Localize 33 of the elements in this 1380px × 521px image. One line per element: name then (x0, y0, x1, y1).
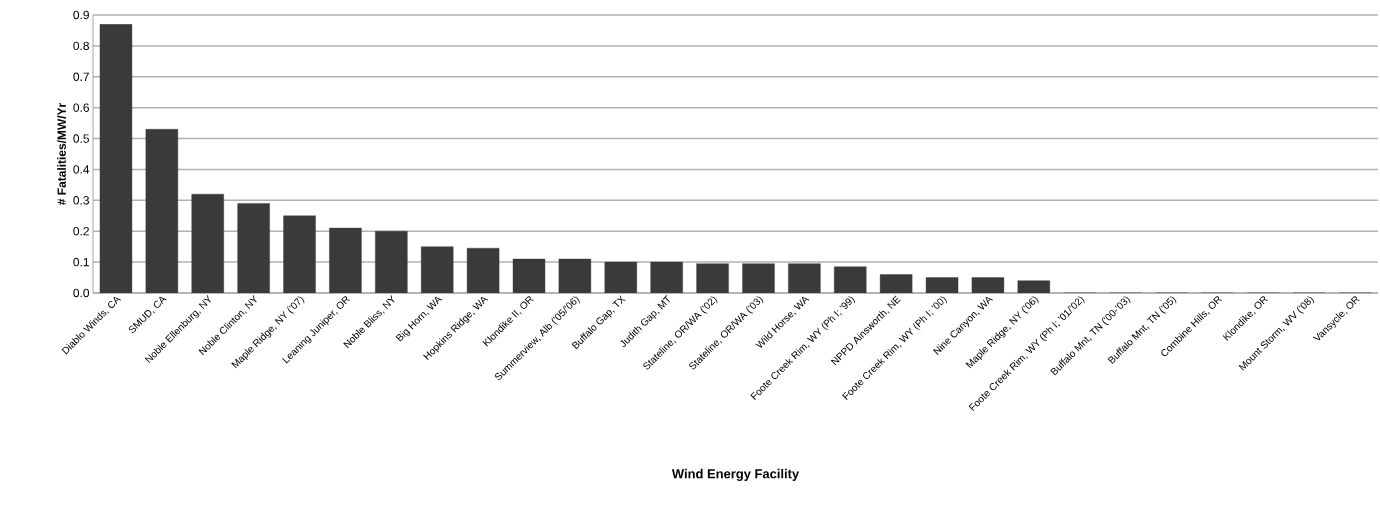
y-tick-label: 0.1 (73, 257, 89, 267)
y-tick-label: 0.9 (73, 10, 89, 20)
bar (650, 261, 683, 293)
y-tick-label: 0.5 (73, 134, 89, 143)
bar (971, 277, 1005, 293)
bar (696, 263, 729, 293)
bar (925, 277, 959, 293)
bar (375, 231, 408, 293)
bar (99, 24, 133, 293)
bar (1017, 280, 1051, 293)
bar (283, 215, 316, 293)
bar (879, 274, 913, 293)
bar (466, 248, 500, 293)
bar (834, 266, 867, 293)
y-tick-label: 0.2 (73, 226, 89, 236)
y-tick-label: 0.8 (73, 41, 89, 51)
y-tick-label: 0.4 (73, 165, 90, 174)
bar (558, 258, 592, 293)
y-tick-label: 0.6 (73, 103, 89, 112)
bar (421, 246, 454, 293)
bar (329, 227, 362, 293)
y-tick-label: 0.3 (73, 196, 89, 205)
x-axis-title: Wind Energy Facility (671, 468, 800, 481)
bar (788, 263, 821, 293)
y-tick-label: 0.7 (73, 72, 89, 81)
bar (742, 263, 775, 293)
y-tick-label: 0.0 (73, 288, 90, 298)
bar (191, 193, 224, 293)
bar (512, 258, 546, 293)
bar (604, 261, 637, 293)
bar (145, 129, 179, 293)
bar (237, 203, 270, 293)
y-axis-title: # Fatalities/MW/Yr (57, 103, 67, 205)
